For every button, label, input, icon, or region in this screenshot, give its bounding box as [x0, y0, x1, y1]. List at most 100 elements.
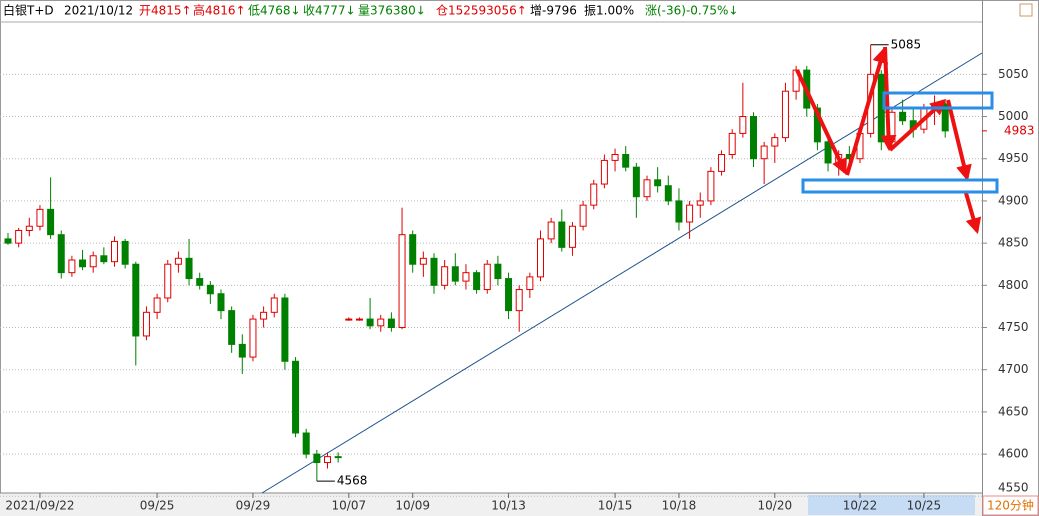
x-tick-label: 10/13 — [491, 499, 526, 513]
candle-body — [174, 257, 182, 265]
candle-body — [68, 259, 76, 274]
candle-body — [622, 154, 630, 168]
candle-body — [473, 272, 481, 291]
candle-body — [483, 263, 491, 291]
y-tick-label: 4850 — [998, 236, 1029, 250]
candle-body — [547, 221, 555, 240]
candle-body — [568, 225, 576, 248]
candle-body — [654, 179, 662, 187]
candle-body — [899, 111, 907, 122]
candle-body — [771, 137, 779, 147]
candle-body — [324, 456, 331, 464]
candle-body — [600, 159, 608, 185]
x-axis-strip — [0, 493, 982, 516]
header-item: 高4816↑ — [193, 3, 246, 18]
candle-body — [57, 234, 65, 274]
x-tick-label: 10/22 — [843, 499, 878, 513]
annotation-label: 4568 — [337, 474, 368, 488]
candle-body — [813, 107, 821, 143]
y-tick-label: 4550 — [998, 481, 1029, 495]
y-tick-label: 4600 — [998, 447, 1029, 461]
header-item: 涨(-36)-0.75%↓ — [645, 3, 738, 18]
candle-body — [824, 141, 832, 164]
candle-body — [15, 229, 23, 244]
arrow — [946, 99, 972, 182]
candle-body — [345, 318, 353, 321]
y-tick-label: 4700 — [998, 362, 1029, 376]
candle-body — [462, 272, 470, 282]
candle-body — [196, 278, 204, 286]
candle-body — [387, 318, 395, 329]
candle-body — [515, 289, 523, 312]
y-tick-label: 4650 — [998, 404, 1029, 418]
y-tick-label: 4950 — [998, 151, 1029, 165]
candle-body — [686, 204, 694, 223]
x-tick-label: 09/29 — [236, 499, 271, 513]
header-item: 仓152593056↑ — [436, 4, 527, 18]
candle-body — [632, 166, 640, 198]
candle-body — [47, 208, 55, 236]
candle-body — [451, 266, 459, 282]
header-item: 低4768↓ — [248, 4, 301, 18]
x-tick-label: 10/09 — [395, 499, 430, 513]
y-tick-label: 4800 — [998, 278, 1029, 292]
candle-body — [25, 225, 33, 231]
candle-body — [260, 311, 268, 320]
candle-body — [409, 234, 417, 265]
candle-body — [89, 255, 97, 268]
candle-body — [579, 204, 587, 227]
y-tick-label: 5050 — [998, 67, 1029, 81]
candle-body — [142, 311, 150, 337]
candle-body — [228, 310, 236, 345]
candle-body — [696, 200, 704, 206]
arrow — [845, 46, 889, 176]
candle-body — [611, 154, 619, 161]
candle-body — [781, 90, 789, 139]
candle-body — [217, 293, 225, 312]
candle-body — [441, 266, 449, 286]
candle-body — [537, 238, 544, 278]
candle-body — [398, 234, 406, 329]
y-tick-label: 4900 — [998, 193, 1029, 207]
candle-body — [792, 69, 800, 92]
y-tick-label: 5000 — [998, 109, 1029, 123]
highlight-box — [882, 91, 994, 110]
candle-body — [675, 200, 683, 223]
header-item: 量376380↓ — [358, 4, 426, 18]
candle-body — [270, 297, 278, 313]
candle-body — [664, 185, 672, 202]
header: 白银T+D 2021/10/12 开4815↑ 高4816↑ 低4768↓ 收4… — [3, 3, 738, 18]
candle-body — [494, 263, 502, 280]
candle-body — [643, 179, 651, 198]
candle-body — [334, 456, 342, 459]
candle-body — [281, 297, 289, 362]
current-price-label: 4983 — [1004, 123, 1035, 137]
candle-body — [36, 208, 44, 227]
x-tick-label: 10/07 — [332, 499, 367, 513]
y-tick-label: 4750 — [998, 320, 1029, 334]
menu-icon[interactable] — [1019, 3, 1033, 17]
candle-body — [355, 318, 363, 321]
header-item: 收4777↓ — [303, 4, 356, 18]
candle-body — [526, 276, 534, 291]
candle-body — [121, 240, 129, 265]
header-item: 2021/10/12 — [64, 4, 133, 18]
x-axis-highlight — [808, 495, 975, 515]
highlight-box — [801, 178, 999, 194]
candle-body — [750, 116, 757, 160]
header-item: 开4815↑ — [139, 4, 192, 18]
x-tick-label: 2021/09/22 — [5, 499, 74, 513]
candle-body — [100, 255, 108, 263]
arrow — [964, 192, 982, 235]
candle-body — [238, 343, 246, 358]
candle-body — [153, 297, 161, 313]
candle-body — [206, 284, 214, 295]
header-item: 振1.00% — [584, 4, 634, 18]
candle-body — [302, 432, 310, 455]
candle-body — [111, 240, 118, 263]
candle-body — [164, 263, 172, 299]
candle-body — [707, 170, 715, 202]
candle-body — [79, 259, 87, 268]
candle-body — [760, 145, 768, 160]
